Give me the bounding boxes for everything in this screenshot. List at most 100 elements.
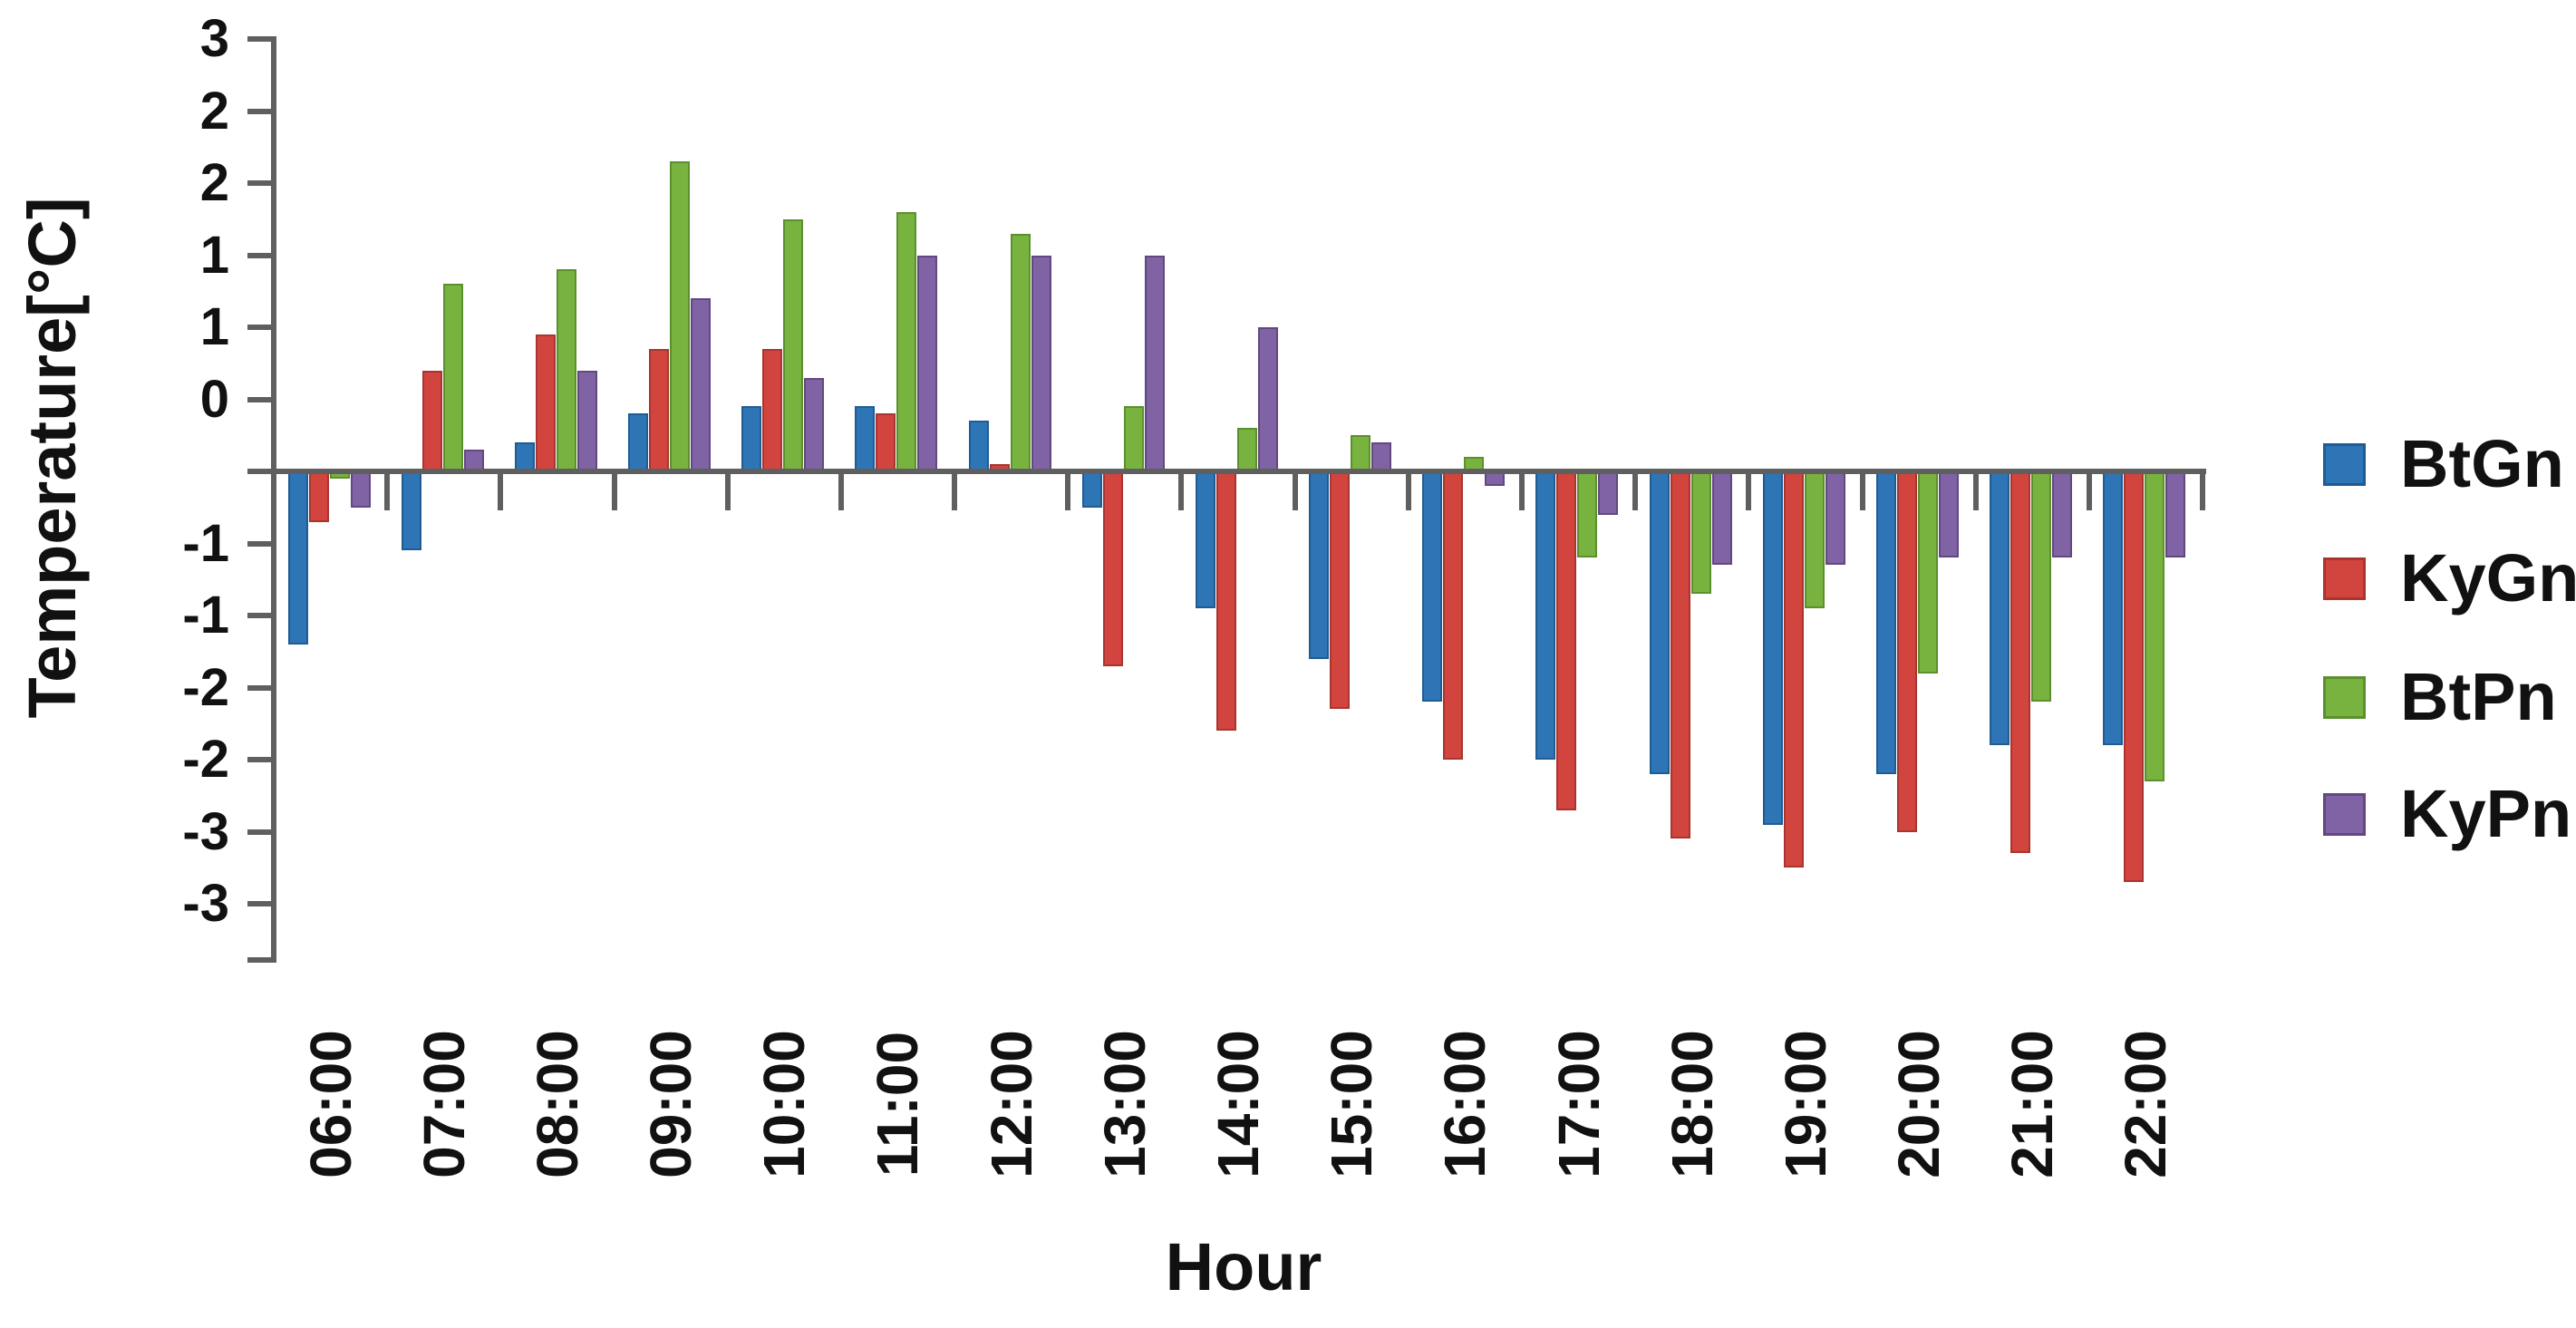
bar-KyGn-10:00 xyxy=(762,348,783,471)
bar-BtGn-16:00 xyxy=(1422,471,1443,703)
bar-BtPn-18:00 xyxy=(1690,471,1711,595)
x-axis-tick-label: 12:00 xyxy=(978,1030,1044,1178)
x-axis-tick-label: 07:00 xyxy=(411,1030,477,1178)
bar-BtGn-11:00 xyxy=(855,406,876,471)
y-axis-tick xyxy=(247,684,271,691)
y-axis-tick xyxy=(247,36,271,42)
x-axis-tick xyxy=(1632,471,1639,510)
bar-BtPn-12:00 xyxy=(1010,233,1031,471)
bar-BtGn-08:00 xyxy=(514,442,535,471)
legend-label-BtPn: BtPn xyxy=(2400,659,2557,734)
y-axis-tick-label: 2 xyxy=(199,81,229,141)
y-axis-tick xyxy=(247,252,271,258)
bar-KyGn-17:00 xyxy=(1556,471,1577,810)
bar-BtPn-08:00 xyxy=(556,269,576,471)
bar-KyGn-19:00 xyxy=(1783,471,1804,868)
x-axis-tick xyxy=(2086,471,2092,510)
x-axis-tick-label: 20:00 xyxy=(1886,1030,1952,1178)
y-axis-tick-label: 0 xyxy=(199,369,229,429)
bar-BtGn-15:00 xyxy=(1309,471,1330,659)
bar-KyGn-08:00 xyxy=(535,334,556,471)
y-axis-tick xyxy=(247,540,271,547)
bar-KyPn-06:00 xyxy=(350,471,371,508)
bar-BtPn-20:00 xyxy=(1918,471,1939,674)
x-axis-tick-label: 10:00 xyxy=(751,1030,818,1178)
x-axis-tick xyxy=(1292,471,1298,510)
bar-KyGn-11:00 xyxy=(876,413,896,471)
bar-KyPn-20:00 xyxy=(1939,471,1960,558)
x-axis-tick xyxy=(384,471,391,510)
x-axis-tick xyxy=(1065,471,1071,510)
x-axis-tick xyxy=(1859,471,1865,510)
bar-KyGn-09:00 xyxy=(649,348,670,471)
x-axis-tick xyxy=(1405,471,1411,510)
y-axis-tick-label: -3 xyxy=(182,801,229,861)
bar-BtGn-07:00 xyxy=(401,471,421,551)
bar-KyGn-07:00 xyxy=(421,370,442,471)
legend-swatch-KyGn xyxy=(2323,557,2366,600)
x-axis-tick-label: 15:00 xyxy=(1319,1030,1385,1178)
y-axis-tick-label: -1 xyxy=(182,513,229,573)
y-axis-tick-label: 1 xyxy=(199,225,229,285)
x-axis-tick xyxy=(1746,471,1752,510)
bar-BtPn-19:00 xyxy=(1804,471,1825,609)
bar-BtPn-22:00 xyxy=(2145,471,2165,781)
x-axis-tick-label: 13:00 xyxy=(1091,1030,1157,1178)
x-axis-tick-label: 08:00 xyxy=(524,1030,590,1178)
y-axis-tick-label: -1 xyxy=(182,586,229,645)
bar-KyPn-21:00 xyxy=(2052,471,2073,558)
x-axis-tick-label: 11:00 xyxy=(865,1031,931,1178)
bar-BtPn-10:00 xyxy=(783,218,804,471)
bar-KyPn-19:00 xyxy=(1825,471,1845,566)
bar-BtGn-14:00 xyxy=(1195,471,1215,609)
bar-KyPn-14:00 xyxy=(1257,327,1278,471)
legend-swatch-KyPn xyxy=(2323,792,2366,836)
legend-item-BtGn: BtGn xyxy=(2323,431,2564,498)
bar-BtGn-06:00 xyxy=(287,471,308,645)
y-axis-tick-label: -2 xyxy=(182,730,229,789)
bar-BtGn-09:00 xyxy=(628,413,649,471)
bar-BtPn-09:00 xyxy=(670,161,691,471)
legend-label-KyGn: KyGn xyxy=(2400,540,2576,616)
y-axis-tick xyxy=(247,180,271,186)
bar-BtGn-10:00 xyxy=(741,406,762,471)
x-axis-tick-label: 18:00 xyxy=(1659,1030,1725,1178)
legend-swatch-BtPn xyxy=(2323,675,2366,719)
x-axis-tick-label: 21:00 xyxy=(2000,1030,2066,1178)
bar-KyPn-15:00 xyxy=(1371,442,1392,471)
bar-BtGn-22:00 xyxy=(2103,471,2124,746)
bar-KyGn-16:00 xyxy=(1443,471,1464,760)
bar-KyPn-11:00 xyxy=(917,255,938,471)
x-axis-tick xyxy=(838,471,844,510)
y-axis-end-tick xyxy=(247,957,271,963)
legend-item-KyGn: KyGn xyxy=(2323,545,2576,612)
x-axis-tick-label: 14:00 xyxy=(1206,1030,1272,1178)
bar-KyGn-22:00 xyxy=(2124,471,2145,883)
x-axis-tick xyxy=(1972,471,1979,510)
bar-KyPn-18:00 xyxy=(1711,471,1732,566)
bar-KyPn-12:00 xyxy=(1031,255,1051,471)
x-axis-tick xyxy=(611,471,617,510)
bar-BtGn-17:00 xyxy=(1535,471,1556,760)
bar-BtPn-14:00 xyxy=(1236,428,1257,471)
y-axis-tick xyxy=(247,757,271,762)
y-axis-tick xyxy=(247,613,271,618)
bar-KyGn-18:00 xyxy=(1670,471,1690,839)
x-axis-tick-label: 22:00 xyxy=(2113,1030,2179,1178)
bar-BtPn-21:00 xyxy=(2031,471,2052,703)
bar-BtGn-19:00 xyxy=(1762,471,1783,825)
x-axis-tick xyxy=(952,471,958,510)
bar-BtGn-12:00 xyxy=(968,421,989,471)
y-axis-tick xyxy=(247,901,271,906)
bar-BtGn-21:00 xyxy=(1990,471,2010,746)
x-axis-zero-line xyxy=(271,469,2207,474)
y-axis-tick xyxy=(247,396,271,402)
x-axis-tick-label: 16:00 xyxy=(1432,1030,1498,1178)
x-axis-tick xyxy=(724,471,731,510)
bar-BtGn-20:00 xyxy=(1876,471,1897,774)
bar-BtPn-11:00 xyxy=(896,211,917,471)
bar-KyGn-13:00 xyxy=(1102,471,1123,666)
bar-KyGn-21:00 xyxy=(2010,471,2031,854)
bar-BtPn-07:00 xyxy=(442,284,463,471)
